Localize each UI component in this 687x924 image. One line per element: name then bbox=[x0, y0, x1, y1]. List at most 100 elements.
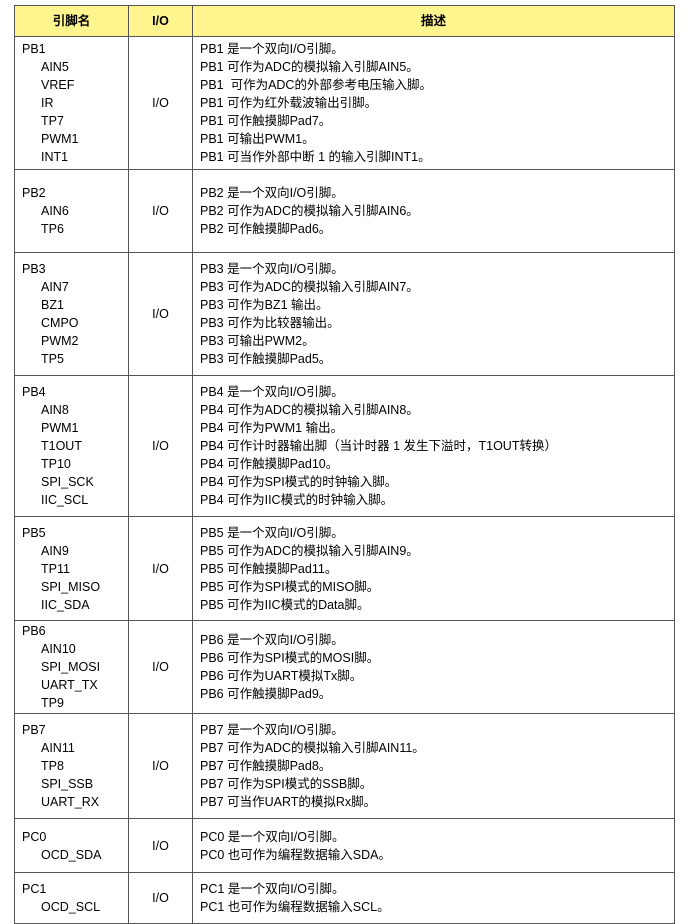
pin-alt-function: VREF bbox=[41, 78, 75, 92]
desc-line: PB5 是一个双向I/O引脚。 bbox=[200, 525, 344, 540]
pin-description-table: 引脚名 I/O 描述 PB1 AIN5 VREF IR TP7 PWM1 INT1 I/O PB… bbox=[14, 5, 675, 924]
desc-line: PB1 可当作外部中断 1 的输入引脚INT1。 bbox=[200, 150, 431, 164]
io-cell: I/O bbox=[128, 169, 193, 253]
pin-alt-function: T1OUT bbox=[41, 439, 82, 453]
io-cell: I/O bbox=[128, 375, 193, 517]
pin-alt-function: IR bbox=[41, 96, 54, 110]
table-row: PB6 AIN10 SPI_MOSI UART_TX TP9 I/O PB6 是一个双向I/… bbox=[14, 620, 675, 714]
header-row: 引脚名 I/O 描述 bbox=[14, 5, 675, 37]
desc-line: PB2 是一个双向I/O引脚。 bbox=[200, 186, 344, 200]
desc-line: PB1 可作为ADC的模拟输入引脚AIN5。 bbox=[200, 60, 419, 74]
desc-line: PB1 可作为红外载波输出引脚。 bbox=[200, 96, 378, 110]
pin-alt-function: SPI_MISO bbox=[41, 579, 101, 594]
io-cell: I/O bbox=[128, 516, 193, 621]
pin-alt-function: UART_RX bbox=[41, 795, 100, 809]
pin-alt-function: TP5 bbox=[41, 352, 64, 366]
pin-cell: PC0 OCD_SDA bbox=[14, 818, 129, 873]
pin-alt-function: TP7 bbox=[41, 114, 64, 128]
desc-line: PB5 可作为ADC的模拟输入引脚AIN9。 bbox=[200, 543, 419, 558]
pin-alt-function: TP9 bbox=[41, 696, 64, 710]
desc-line: PB3 可作为比较器输出。 bbox=[200, 316, 340, 330]
pin-alt-function: OCD_SDA bbox=[41, 847, 102, 862]
desc-line: PB4 可作为SPI模式的时钟输入脚。 bbox=[200, 475, 398, 489]
desc-cell: PC0 是一个双向I/O引脚。 PC0 也可作为编程数据输入SDA。 bbox=[192, 818, 675, 873]
desc-line: PB4 是一个双向I/O引脚。 bbox=[200, 385, 344, 399]
pin-cell: PB3 AIN7 BZ1 CMPO PWM2 TP5 bbox=[14, 252, 129, 376]
pin-alt-function: PWM2 bbox=[41, 334, 79, 348]
desc-line: PB2 可作触摸脚Pad6。 bbox=[200, 222, 332, 236]
desc-line: PB6 可作为UART模拟Tx脚。 bbox=[200, 669, 363, 683]
desc-line: PB4 可作为ADC的模拟输入引脚AIN8。 bbox=[200, 403, 419, 417]
desc-line: PB7 可作为ADC的模拟输入引脚AIN11。 bbox=[200, 741, 425, 755]
desc-line: PB1 可作为ADC的外部参考电压输入脚。 bbox=[200, 78, 432, 92]
io-cell: I/O bbox=[128, 713, 193, 819]
desc-line: PB1 是一个双向I/O引脚。 bbox=[200, 42, 344, 56]
table-row: PC1 OCD_SCL I/O PC1 是一个双向I/O引脚。 PC1 也可作为编程数据… bbox=[14, 872, 675, 924]
pin-alt-function: AIN11 bbox=[41, 741, 75, 755]
desc-line: PB4 可作计时器输出脚（当计时器 1 发生下溢时，T1OUT转换） bbox=[200, 439, 557, 453]
desc-cell: PB6 是一个双向I/O引脚。 PB6 可作为SPI模式的MOSI脚。 PB6 可作… bbox=[192, 620, 675, 714]
pin-alt-function: AIN6 bbox=[41, 204, 69, 218]
pin-cell: PC1 OCD_SCL bbox=[14, 872, 129, 924]
pin-name: PB2 bbox=[22, 186, 46, 200]
pin-cell: PB1 AIN5 VREF IR TP7 PWM1 INT1 bbox=[14, 36, 129, 170]
pin-cell: PB4 AIN8 PWM1 T1OUT TP10 SPI_SCK IIC_SCL bbox=[14, 375, 129, 517]
desc-line: PB6 可作为SPI模式的MOSI脚。 bbox=[200, 651, 380, 665]
desc-line: PB2 可作为ADC的模拟输入引脚AIN6。 bbox=[200, 204, 419, 218]
desc-cell: PB7 是一个双向I/O引脚。 PB7 可作为ADC的模拟输入引脚AIN11。 PB… bbox=[192, 713, 675, 819]
desc-line: PB7 是一个双向I/O引脚。 bbox=[200, 723, 344, 737]
io-cell: I/O bbox=[128, 252, 193, 376]
pin-alt-function: UART_TX bbox=[41, 678, 98, 692]
pin-alt-function: IIC_SDA bbox=[41, 597, 90, 612]
pin-alt-function: PWM1 bbox=[41, 132, 79, 146]
pin-alt-function: IIC_SCL bbox=[41, 493, 89, 507]
table-row: PB1 AIN5 VREF IR TP7 PWM1 INT1 I/O PB1 是一个双向I/O引… bbox=[14, 36, 675, 170]
desc-line: PB3 可作为BZ1 输出。 bbox=[200, 298, 329, 312]
pin-name: PB7 bbox=[22, 723, 46, 737]
io-cell: I/O bbox=[128, 818, 193, 873]
desc-line: PB4 可作为IIC模式的时钟输入脚。 bbox=[200, 493, 394, 507]
desc-line: PB5 可作为IIC模式的Data脚。 bbox=[200, 597, 370, 612]
pin-name: PB1 bbox=[22, 42, 46, 56]
pin-alt-function: TP6 bbox=[41, 222, 64, 236]
pin-name: PC1 bbox=[22, 882, 47, 896]
pin-alt-function: SPI_SSB bbox=[41, 777, 94, 791]
pin-alt-function: OCD_SCL bbox=[41, 900, 101, 914]
pin-name: PB6 bbox=[22, 624, 46, 638]
desc-cell: PB4 是一个双向I/O引脚。 PB4 可作为ADC的模拟输入引脚AIN8。 PB4… bbox=[192, 375, 675, 517]
pin-alt-function: TP11 bbox=[41, 561, 70, 576]
table-row: PB4 AIN8 PWM1 T1OUT TP10 SPI_SCK IIC_SCL I/O PB4… bbox=[14, 375, 675, 517]
pin-name: PB4 bbox=[22, 385, 46, 399]
desc-line: PC0 也可作为编程数据输入SDA。 bbox=[200, 847, 391, 862]
pin-alt-function: SPI_SCK bbox=[41, 475, 94, 489]
pin-name: PC0 bbox=[22, 829, 47, 844]
pin-alt-function: BZ1 bbox=[41, 298, 64, 312]
pin-alt-function: AIN9 bbox=[41, 543, 69, 558]
desc-line: PB1 可输出PWM1。 bbox=[200, 132, 315, 146]
desc-line: PB6 是一个双向I/O引脚。 bbox=[200, 633, 344, 647]
desc-line: PB3 可作为ADC的模拟输入引脚AIN7。 bbox=[200, 280, 419, 294]
pin-alt-function: INT1 bbox=[41, 150, 69, 164]
desc-line: PC1 是一个双向I/O引脚。 bbox=[200, 882, 345, 896]
pin-alt-function: SPI_MOSI bbox=[41, 660, 101, 674]
header-desc: 描述 bbox=[192, 5, 675, 37]
desc-line: PB3 可作触摸脚Pad5。 bbox=[200, 352, 332, 366]
pin-alt-function: AIN5 bbox=[41, 60, 69, 74]
desc-line: PB3 可输出PWM2。 bbox=[200, 334, 315, 348]
desc-line: PB4 可作为PWM1 输出。 bbox=[200, 421, 344, 435]
desc-line: PB5 可作触摸脚Pad11。 bbox=[200, 561, 338, 576]
desc-line: PB7 可当作UART的模拟Rx脚。 bbox=[200, 795, 377, 809]
pin-name: PB5 bbox=[22, 525, 46, 540]
pin-alt-function: CMPO bbox=[41, 316, 79, 330]
desc-cell: PB1 是一个双向I/O引脚。 PB1 可作为ADC的模拟输入引脚AIN5。 PB1… bbox=[192, 36, 675, 170]
table-row: PB7 AIN11 TP8 SPI_SSB UART_RX I/O PB7 是一个双向I/O… bbox=[14, 713, 675, 819]
io-cell: I/O bbox=[128, 872, 193, 924]
pin-alt-function: AIN7 bbox=[41, 280, 69, 294]
io-cell: I/O bbox=[128, 36, 193, 170]
pin-alt-function: AIN10 bbox=[41, 642, 76, 656]
desc-cell: PB2 是一个双向I/O引脚。 PB2 可作为ADC的模拟输入引脚AIN6。 PB2… bbox=[192, 169, 675, 253]
desc-line: PC1 也可作为编程数据输入SCL。 bbox=[200, 900, 390, 914]
table-row: PB5 AIN9 TP11 SPI_MISO IIC_SDA I/O PB5 是一个双向I/… bbox=[14, 516, 675, 621]
desc-cell: PB5 是一个双向I/O引脚。 PB5 可作为ADC的模拟输入引脚AIN9。 PB5… bbox=[192, 516, 675, 621]
io-cell: I/O bbox=[128, 620, 193, 714]
